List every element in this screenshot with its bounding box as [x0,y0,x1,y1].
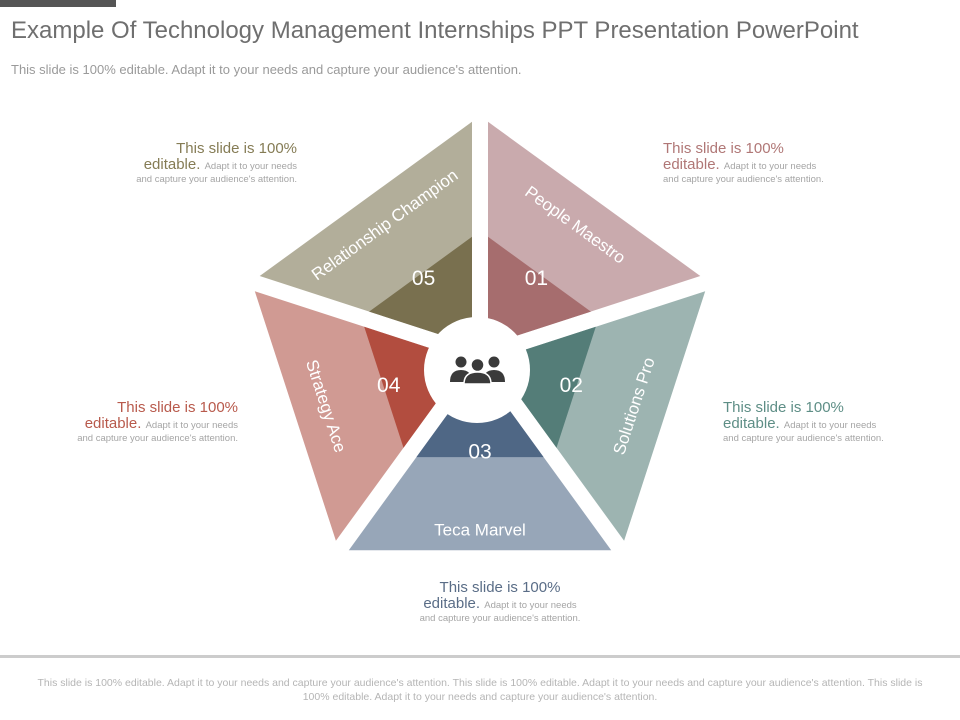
callout-heading: This slide is 100% [117,399,238,416]
segment-03-outer [348,369,612,551]
segment-number-02: 02 [560,374,583,397]
callout-description-cont: and capture your audience's attention. [419,613,581,625]
segment-01-inner [488,236,591,345]
callout-description: Adapt it to your needs [723,160,817,172]
callout-line: editable. Adapt it to your needs [57,155,297,173]
callout-heading: This slide is 100% [663,140,784,157]
callout-description: Adapt it to your needs [783,419,877,431]
segment-number-03: 03 [468,441,491,464]
callout-05: This slide is 100% editable. Adapt it to … [57,141,297,186]
slide-subtitle: This slide is 100% editable. Adapt it to… [11,62,522,77]
callout-description-cont: and capture your audience's attention. [723,433,884,445]
callout-04: This slide is 100% editable. Adapt it to … [0,400,238,445]
footer-divider [0,655,960,658]
callout-description-cont: and capture your audience's attention. [136,174,297,186]
segment-number-05: 05 [412,267,435,290]
callout-line: editable. Adapt it to your needs [0,414,238,432]
callout-heading-cont: editable. [143,155,205,173]
callout-description: Adapt it to your needs [484,599,577,611]
segment-05-inner [369,236,472,345]
callout-heading: This slide is 100% [176,140,297,157]
segment-number-01: 01 [525,267,548,290]
people-group-icon [450,356,505,385]
callout-03: This slide is 100% editable. Adapt it to … [380,580,620,625]
callout-heading: This slide is 100% [439,579,561,596]
segment-number-04: 04 [377,374,401,397]
callout-line: editable. Adapt it to your needs [380,594,620,612]
slide-title: Example Of Technology Management Interns… [11,17,859,44]
callout-heading-cont: editable. [84,414,146,432]
slide-footer: This slide is 100% editable. Adapt it to… [37,677,923,703]
callout-02: This slide is 100% editable. Adapt it to … [723,400,960,445]
callout-description-cont: and capture your audience's attention. [663,174,824,186]
callout-description: Adapt it to your needs [145,419,238,431]
callout-01: This slide is 100% editable. Adapt it to … [663,141,903,186]
callout-line: editable. Adapt it to your needs [723,414,960,432]
callout-heading-cont: editable. [723,414,784,432]
top-accent-bar [0,0,116,7]
callout-description: Adapt it to your needs [204,160,297,172]
callout-line: editable. Adapt it to your needs [663,155,903,173]
callout-heading-cont: editable. [423,594,485,612]
segment-label-03: Teca Marvel [434,521,526,540]
callout-heading-cont: editable. [663,155,724,173]
callout-description-cont: and capture your audience's attention. [77,433,238,445]
callout-heading: This slide is 100% [723,399,844,416]
